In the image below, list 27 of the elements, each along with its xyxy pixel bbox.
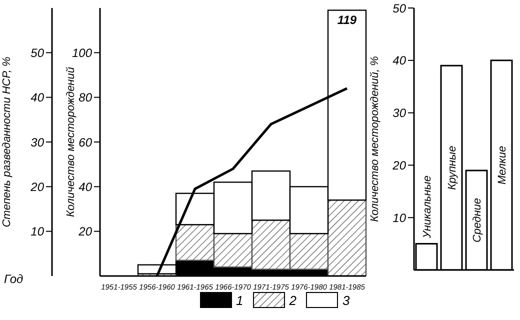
y-tick-label: 60 (78, 135, 92, 150)
x-tick-label: Мелкие (496, 146, 508, 184)
y-tick-label: 80 (78, 90, 92, 105)
y2-axis-title: Степень разведанности НСР, % (0, 56, 13, 228)
y-tick-label: 40 (392, 54, 406, 68)
y-axis-title: Количество месторождений (64, 67, 77, 217)
x-tick-label: Уникальные (422, 176, 434, 240)
legend-label: 3 (342, 292, 350, 308)
y-tick-label: 30 (392, 106, 406, 120)
total-label: 119 (337, 13, 357, 28)
y2-tick-label: 20 (30, 180, 44, 194)
y-tick-label: 40 (78, 180, 92, 194)
legend-label: 2 (289, 292, 296, 308)
y-tick-label: 50 (392, 1, 406, 16)
x-tick-label: Крупные (446, 146, 458, 190)
y-tick-label: 20 (392, 158, 406, 172)
y2-tick-label: 50 (30, 46, 44, 60)
text: Год (4, 272, 24, 286)
legend-label: 1 (236, 292, 244, 308)
y2-tick-label: 10 (30, 224, 44, 239)
y-tick-label: 20 (78, 224, 92, 239)
y-axis-title: Количество месторождений, % (368, 56, 381, 222)
y-tick-label: 100 (72, 46, 92, 60)
y2-tick-label: 30 (30, 135, 44, 150)
x-tick-label: Средние (472, 198, 484, 242)
y2-tick-label: 40 (30, 90, 44, 105)
y-tick-label: 10 (392, 210, 406, 225)
